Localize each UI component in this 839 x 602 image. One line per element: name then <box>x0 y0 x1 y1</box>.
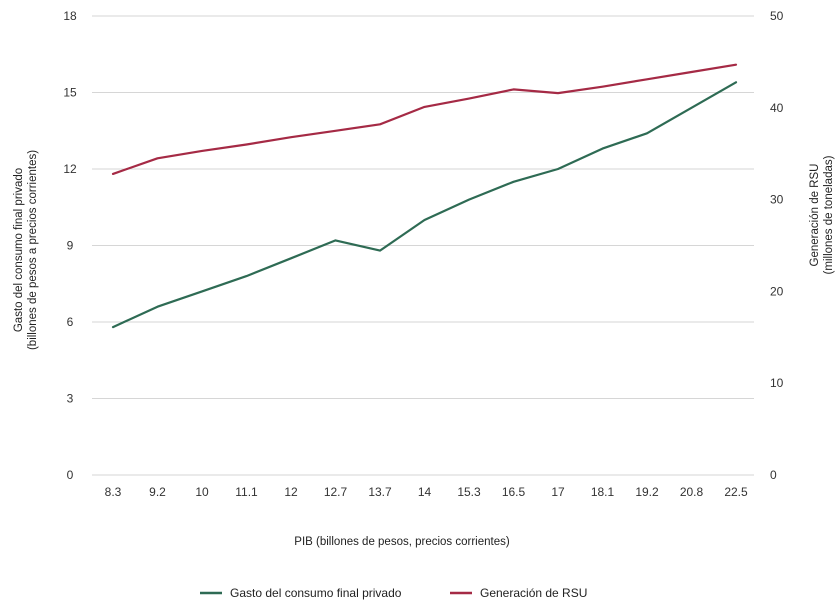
x-axis-ticks: 8.3 9.2 10 11.1 12 12.7 13.7 14 15.3 16.5 17 18.1 19… <box>105 485 748 499</box>
x-tick-label: 18.1 <box>591 485 615 499</box>
x-tick-label: 12.7 <box>324 485 348 499</box>
left-tick-label: 3 <box>67 392 74 406</box>
series-lines <box>111 63 738 329</box>
right-axis-title-line1: Generación de RSU <box>809 164 821 267</box>
right-tick-label: 50 <box>770 9 784 23</box>
left-axis-title-line1: Gasto del consumo final privado <box>13 168 25 332</box>
x-tick-label: 17 <box>551 485 565 499</box>
legend-label-rsu: Generación de RSU <box>480 586 587 600</box>
x-tick-label: 20.8 <box>680 485 704 499</box>
x-tick-label: 15.3 <box>457 485 481 499</box>
right-tick-label: 0 <box>770 468 777 482</box>
x-axis-title: PIB (billones de pesos, precios corrient… <box>294 536 510 548</box>
right-tick-label: 20 <box>770 284 784 298</box>
x-tick-label: 10 <box>195 485 209 499</box>
series-line-gasto <box>111 81 738 329</box>
left-tick-label: 15 <box>63 86 77 100</box>
left-tick-label: 12 <box>63 162 77 176</box>
left-axis-title-line2: (billones de pesos a precios corrientes) <box>27 150 39 350</box>
x-tick-label: 16.5 <box>502 485 526 499</box>
right-tick-label: 10 <box>770 376 784 390</box>
left-tick-label: 6 <box>67 315 74 329</box>
x-tick-label: 14 <box>418 485 432 499</box>
left-axis-ticks: 0 3 6 9 12 15 18 <box>63 9 77 482</box>
right-axis-title-line2: (millones de toneladas) <box>823 155 835 274</box>
x-tick-label: 12 <box>284 485 298 499</box>
left-tick-label: 9 <box>67 239 74 253</box>
left-tick-label: 18 <box>63 9 77 23</box>
x-tick-label: 19.2 <box>635 485 659 499</box>
gridlines <box>92 15 754 476</box>
left-tick-label: 0 <box>67 468 74 482</box>
right-axis-title: Generación de RSU (millones de toneladas… <box>809 155 835 274</box>
x-tick-label: 8.3 <box>105 485 122 499</box>
x-tick-label: 22.5 <box>724 485 748 499</box>
legend: Gasto del consumo final privado Generaci… <box>200 586 587 600</box>
left-axis-title: Gasto del consumo final privado (billone… <box>13 150 39 350</box>
right-tick-label: 40 <box>770 101 784 115</box>
right-tick-label: 30 <box>770 193 784 207</box>
x-tick-label: 9.2 <box>149 485 166 499</box>
right-axis-ticks: 0 10 20 30 40 50 <box>770 9 784 482</box>
x-tick-label: 13.7 <box>368 485 392 499</box>
legend-label-gasto: Gasto del consumo final privado <box>230 586 402 600</box>
x-tick-label: 11.1 <box>235 485 258 499</box>
series-line-rsu <box>111 63 738 175</box>
